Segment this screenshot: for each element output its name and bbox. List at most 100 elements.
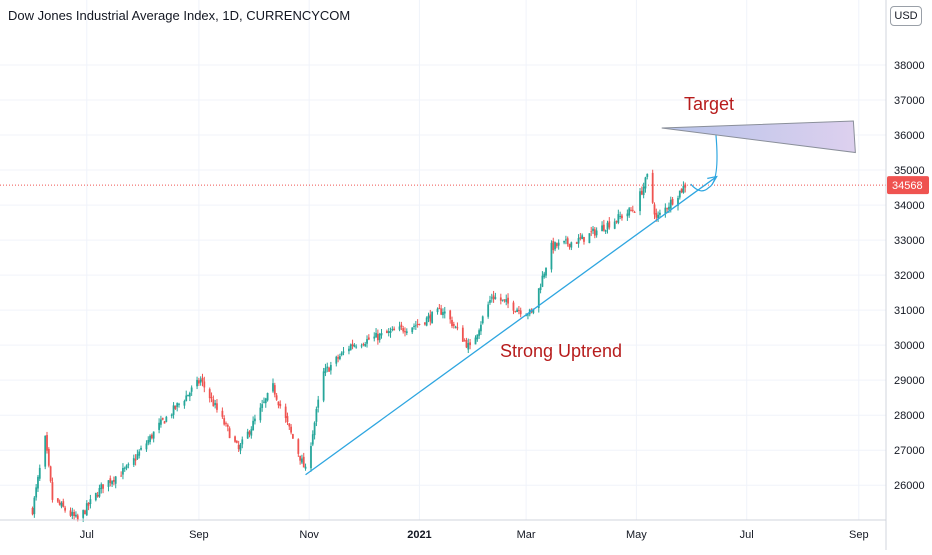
- candle-body: [532, 308, 535, 314]
- candle-body: [64, 507, 66, 511]
- last-price-badge: [887, 176, 929, 195]
- candle-body: [602, 224, 605, 231]
- x-tick-label: Jul: [80, 529, 94, 541]
- candle-body: [545, 267, 547, 276]
- candle-body: [659, 212, 661, 215]
- y-tick-label: 32000: [894, 270, 925, 282]
- candle-body: [503, 299, 506, 301]
- candle-body: [225, 423, 227, 425]
- candle-body: [51, 482, 54, 500]
- candle-body: [621, 215, 623, 219]
- candle-body: [579, 237, 582, 239]
- candle-body: [324, 367, 327, 373]
- candle-body: [568, 243, 571, 248]
- candle-body: [76, 515, 79, 520]
- candle-body: [46, 435, 48, 451]
- candle-body: [315, 409, 318, 422]
- candle-body: [201, 377, 204, 382]
- candle-body: [75, 514, 77, 517]
- candle-body: [339, 356, 341, 360]
- candle-body: [239, 444, 242, 451]
- candle-body: [601, 225, 603, 232]
- candle-body: [114, 476, 117, 484]
- candle-body: [134, 458, 137, 461]
- candle-body: [387, 331, 390, 333]
- candle-body: [196, 379, 198, 387]
- candle-body: [552, 241, 555, 251]
- x-tick-label: Sep: [849, 529, 869, 541]
- candle-body: [82, 510, 85, 518]
- candle-body: [35, 487, 38, 498]
- candle-body: [490, 297, 493, 299]
- candle-body: [481, 316, 484, 324]
- candle-body: [442, 312, 444, 316]
- candle-body: [550, 242, 553, 270]
- candle-body: [516, 309, 518, 313]
- candle-body: [73, 511, 76, 517]
- uptrend-label: Strong Uptrend: [500, 341, 622, 361]
- candle-body: [642, 186, 645, 196]
- candle-body: [469, 342, 471, 346]
- candle-body: [653, 204, 656, 215]
- y-tick-label: 33000: [894, 235, 925, 247]
- candle-body: [111, 481, 113, 485]
- candle-body: [626, 213, 629, 217]
- candle-body: [304, 466, 307, 469]
- candle-body: [646, 173, 649, 177]
- candle-body: [113, 479, 115, 482]
- candle-body: [680, 188, 683, 193]
- candle-body: [593, 229, 596, 236]
- candle-body: [212, 399, 215, 407]
- chart-title: Dow Jones Industrial Average Index, 1D, …: [8, 8, 351, 23]
- candle-body: [443, 311, 446, 314]
- candle-body: [84, 510, 86, 515]
- candle-body: [588, 233, 591, 244]
- candle-body: [592, 228, 594, 232]
- candle-body: [480, 324, 482, 332]
- candle-body: [543, 273, 546, 278]
- candle-body: [85, 503, 88, 516]
- candle-body: [272, 383, 274, 392]
- candle-body: [160, 419, 162, 425]
- candle-body: [87, 502, 90, 506]
- candle-body: [163, 421, 166, 424]
- y-tick-label: 29000: [894, 375, 925, 387]
- candle-body: [149, 435, 151, 442]
- candle-body: [489, 300, 491, 303]
- candle-body: [438, 307, 441, 310]
- candle-body: [492, 295, 495, 300]
- candle-body: [595, 230, 598, 236]
- candle-body: [107, 480, 110, 487]
- candle-body: [436, 308, 439, 313]
- y-tick-label: 28000: [894, 410, 925, 422]
- candle-body: [467, 343, 470, 350]
- candle-body: [678, 190, 681, 198]
- candle-body: [161, 417, 164, 420]
- candle-body: [639, 191, 641, 212]
- candle-body: [411, 327, 414, 333]
- candle-body: [197, 380, 200, 384]
- candle-body: [235, 440, 238, 443]
- candle-body: [138, 451, 141, 456]
- candle-body: [615, 220, 618, 222]
- candle-body: [311, 434, 314, 445]
- candle-body: [277, 401, 280, 406]
- candle-body: [261, 404, 264, 408]
- candle-body: [329, 364, 332, 371]
- candle-body: [507, 297, 509, 304]
- candle-body: [380, 332, 383, 336]
- candle-body: [555, 243, 558, 247]
- candle-body: [208, 389, 211, 399]
- candle-body: [98, 488, 101, 497]
- candle-body: [123, 467, 126, 469]
- last-price-label: 34568: [892, 180, 923, 192]
- x-tick-label: Sep: [189, 529, 209, 541]
- y-tick-label: 34000: [894, 200, 925, 212]
- candle-body: [565, 239, 567, 241]
- currency-badge[interactable]: USD: [890, 6, 922, 26]
- drawings: Target Strong Uptrend: [305, 94, 856, 476]
- candle-body: [378, 334, 381, 341]
- candlesticks: [31, 169, 687, 522]
